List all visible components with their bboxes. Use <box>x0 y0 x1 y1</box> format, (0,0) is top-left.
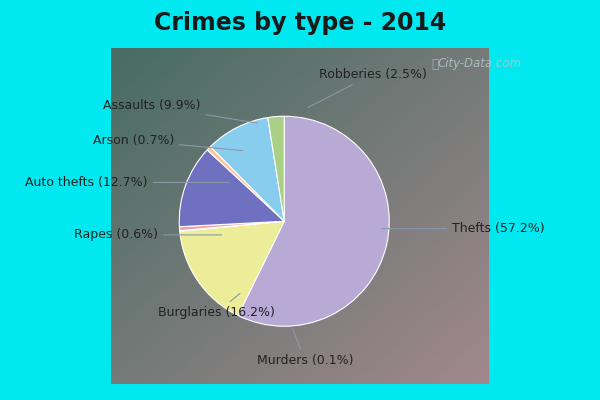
Wedge shape <box>238 116 389 326</box>
Wedge shape <box>211 118 284 221</box>
Text: Auto thefts (12.7%): Auto thefts (12.7%) <box>25 176 229 189</box>
Text: Thefts (57.2%): Thefts (57.2%) <box>382 222 545 235</box>
Wedge shape <box>207 146 284 221</box>
Text: Burglaries (16.2%): Burglaries (16.2%) <box>158 293 275 319</box>
Title: Crimes by type - 2014: Crimes by type - 2014 <box>154 11 446 35</box>
Wedge shape <box>179 150 284 227</box>
Text: City-Data.com: City-Data.com <box>438 58 522 70</box>
Wedge shape <box>268 116 284 221</box>
Text: ⓘ: ⓘ <box>431 58 439 70</box>
Text: Arson (0.7%): Arson (0.7%) <box>92 134 242 151</box>
Wedge shape <box>179 221 284 231</box>
Text: Robberies (2.5%): Robberies (2.5%) <box>308 68 427 108</box>
Text: Murders (0.1%): Murders (0.1%) <box>257 329 353 367</box>
Text: Assaults (9.9%): Assaults (9.9%) <box>103 99 257 123</box>
Text: Rapes (0.6%): Rapes (0.6%) <box>74 228 221 241</box>
Wedge shape <box>179 221 284 231</box>
Wedge shape <box>180 221 284 316</box>
